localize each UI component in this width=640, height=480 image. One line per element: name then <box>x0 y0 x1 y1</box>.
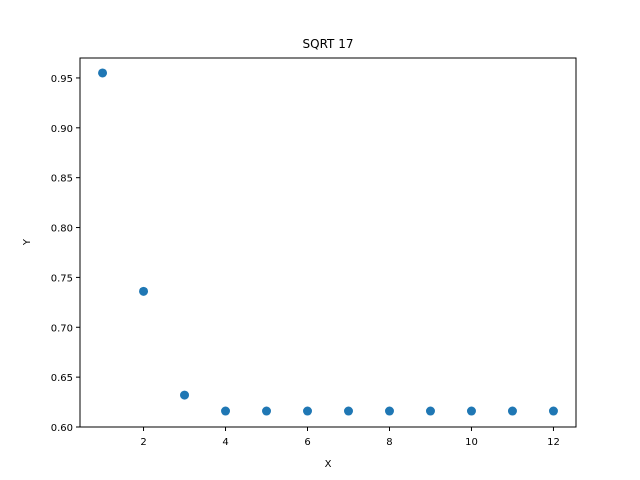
x-tick-label: 4 <box>222 437 228 448</box>
y-tick-label: 0.60 <box>51 423 73 434</box>
data-point <box>425 406 435 416</box>
axes-frame <box>79 57 577 428</box>
y-axis-label: Y <box>22 238 33 246</box>
data-point <box>180 390 190 400</box>
chart-title: SQRT 17 <box>303 37 354 51</box>
y-tick-label: 0.80 <box>51 224 73 235</box>
data-point <box>343 406 353 416</box>
y-tick-label: 0.65 <box>51 373 73 384</box>
data-point <box>466 406 476 416</box>
x-tick-label: 8 <box>386 437 392 448</box>
y-tick-label: 0.70 <box>51 323 73 334</box>
x-tick-label: 12 <box>547 437 560 448</box>
y-ticks: 0.60 0.65 0.70 0.75 0.80 0.85 0.90 0.95 <box>51 74 80 434</box>
data-point <box>139 286 149 296</box>
x-ticks: 2 4 6 8 10 12 <box>140 427 560 448</box>
data-point <box>262 406 272 416</box>
x-axis-label: X <box>325 459 332 470</box>
x-tick-label: 6 <box>304 437 310 448</box>
data-point <box>98 68 108 78</box>
data-point <box>548 406 558 416</box>
data-point <box>507 406 517 416</box>
y-tick-label: 0.75 <box>51 273 73 284</box>
y-tick-label: 0.90 <box>51 124 73 135</box>
plot-area <box>98 68 558 416</box>
x-tick-label: 10 <box>465 437 478 448</box>
y-tick-label: 0.85 <box>51 174 73 185</box>
data-point <box>384 406 394 416</box>
data-point <box>221 406 231 416</box>
y-tick-label: 0.95 <box>51 74 73 85</box>
data-point <box>303 406 313 416</box>
x-tick-label: 2 <box>140 437 146 448</box>
